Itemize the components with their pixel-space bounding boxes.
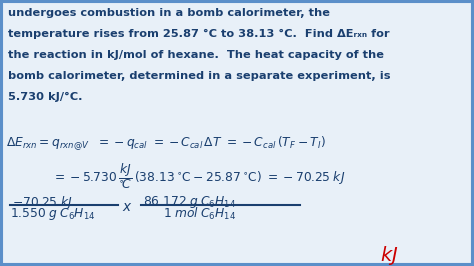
FancyBboxPatch shape xyxy=(2,2,472,264)
Text: undergoes combustion in a bomb calorimeter, the: undergoes combustion in a bomb calorimet… xyxy=(8,8,330,18)
Text: $86.172\;g\;C_6H_{14}$: $86.172\;g\;C_6H_{14}$ xyxy=(143,194,236,210)
Text: the reaction in kJ/mol of hexane.  The heat capacity of the: the reaction in kJ/mol of hexane. The he… xyxy=(8,50,384,60)
Text: $x$: $x$ xyxy=(122,200,133,214)
Text: $\mathit{kJ}$: $\mathit{kJ}$ xyxy=(380,244,399,266)
Text: $1\;mol\;C_6H_{14}$: $1\;mol\;C_6H_{14}$ xyxy=(163,206,236,222)
Text: 5.730 kJ/°C.: 5.730 kJ/°C. xyxy=(8,92,82,102)
Text: bomb calorimeter, determined in a separate experiment, is: bomb calorimeter, determined in a separa… xyxy=(8,71,391,81)
Text: temperature rises from 25.87 °C to 38.13 °C.  Find ΔEᵣₓₙ for: temperature rises from 25.87 °C to 38.13… xyxy=(8,29,390,39)
Text: $\Delta E_{rxn} = q_{rxn@V}\ \ = -q_{cal}\ = -C_{cal}\,\Delta T\ = -C_{cal}\,(T_: $\Delta E_{rxn} = q_{rxn@V}\ \ = -q_{cal… xyxy=(6,135,326,153)
Text: $-70.25\;kJ$: $-70.25\;kJ$ xyxy=(12,194,73,211)
Text: $= -5.730\,\dfrac{kJ}{{}^{\circ}\!C}\,(38.13\,{}^{\circ}\mathrm{C} - 25.87\,{}^{: $= -5.730\,\dfrac{kJ}{{}^{\circ}\!C}\,(3… xyxy=(52,161,346,191)
Text: $1.550\;g\;C_6H_{14}$: $1.550\;g\;C_6H_{14}$ xyxy=(10,206,95,222)
